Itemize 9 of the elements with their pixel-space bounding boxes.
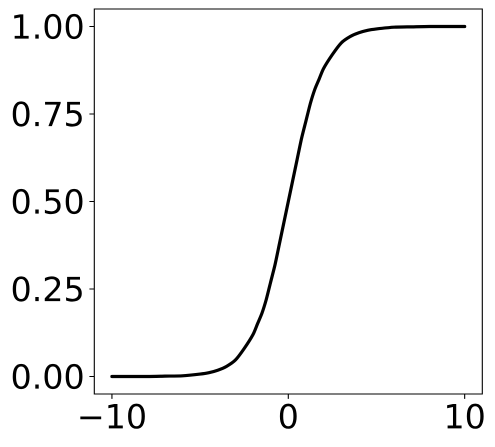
y-tick-label: 0.00	[12, 364, 82, 390]
y-tick-label: 0.50	[12, 188, 82, 214]
y-tick-label: 0.25	[12, 276, 82, 302]
y-tick-label: 1.00	[14, 14, 82, 40]
x-tick-label: 0	[280, 404, 297, 429]
x-tick-label: −10	[80, 404, 145, 429]
x-tick-label: 10	[447, 404, 484, 429]
line-series	[110, 24, 466, 378]
y-tick-label: 0.75	[12, 101, 82, 127]
